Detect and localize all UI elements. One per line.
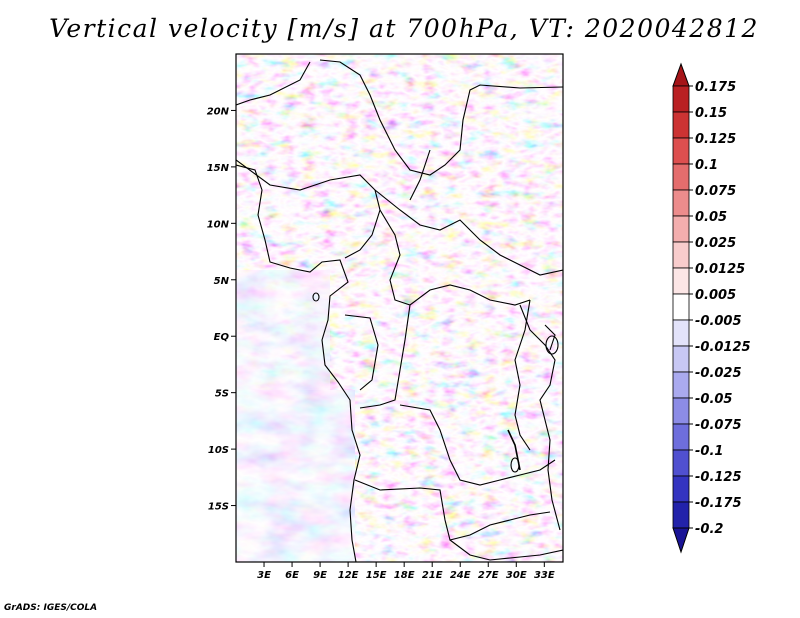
colorbar-swatch xyxy=(672,449,690,477)
lon-tick-label: 12E xyxy=(338,570,359,581)
colorbar: 0.175 0.15 0.125 0.1 0.075 0.05 0.025 0.0125 0.0… xyxy=(672,62,751,554)
colorbar-label: 0.175 xyxy=(695,80,736,95)
colorbar-bottom-arrow xyxy=(672,527,690,554)
lon-tick-label: 3E xyxy=(257,570,271,581)
lat-tick-label: 10N xyxy=(207,219,230,230)
colorbar-swatch xyxy=(672,215,690,243)
lon-tick-label: 30E xyxy=(506,570,527,581)
lon-tick-label: 24E xyxy=(450,570,471,581)
colorbar-swatch xyxy=(672,189,690,217)
colorbar-label: -0.025 xyxy=(695,366,742,381)
colorbar-label: 0.1 xyxy=(695,158,718,173)
colorbar-label: 0.005 xyxy=(695,288,736,303)
coastlines xyxy=(236,59,563,562)
lon-tick-label: 33E xyxy=(534,570,555,581)
map-title: Vertical velocity [m/s] at 700hPa, VT: 2… xyxy=(49,14,759,43)
colorbar-swatch xyxy=(672,319,690,347)
colorbar-top-arrow xyxy=(672,62,690,87)
colorbar-swatch xyxy=(672,137,690,165)
plot-frame xyxy=(235,53,564,563)
lat-tick-label: 20N xyxy=(207,106,230,117)
colorbar-swatch xyxy=(672,423,690,451)
lat-tick-label: 10S xyxy=(208,445,229,456)
lat-tick-label: EQ xyxy=(214,332,230,343)
lon-tick-label: 18E xyxy=(394,570,415,581)
colorbar-label: 0.05 xyxy=(695,210,727,225)
colorbar-swatch xyxy=(672,501,690,529)
colorbar-swatch xyxy=(672,163,690,191)
colorbar-label: -0.125 xyxy=(695,470,742,485)
colorbar-label: 0.15 xyxy=(695,106,727,121)
colorbar-label: 0.0125 xyxy=(695,262,745,277)
colorbar-label: -0.05 xyxy=(695,392,732,407)
lon-tick-label: 6E xyxy=(285,570,299,581)
colorbar-swatch xyxy=(672,267,690,295)
grads-credit: GrADS: IGES/COLA xyxy=(4,603,98,613)
colorbar-swatch xyxy=(672,241,690,269)
lon-tick-label: 9E xyxy=(313,570,327,581)
colorbar-label: 0.025 xyxy=(695,236,736,251)
longitude-axis: 3E 6E 9E 12E 15E 18E 21E 24E 27E 30E 33E xyxy=(257,562,555,581)
colorbar-swatch xyxy=(672,111,690,139)
lon-tick-label: 21E xyxy=(422,570,443,581)
colorbar-swatch xyxy=(672,371,690,399)
colorbar-swatch xyxy=(672,345,690,373)
colorbar-label: -0.005 xyxy=(695,314,742,329)
lat-tick-label: 15S xyxy=(208,502,229,513)
colorbar-swatch xyxy=(672,293,690,321)
latitude-axis: 20N 15N 10N 5N EQ 5S 10S 15S xyxy=(207,106,236,513)
colorbar-label: 0.125 xyxy=(695,132,736,147)
colorbar-swatch xyxy=(672,397,690,425)
lat-tick-label: 5S xyxy=(215,389,229,400)
lon-tick-label: 27E xyxy=(478,570,499,581)
velocity-field xyxy=(236,54,563,562)
lat-tick-label: 5N xyxy=(214,276,230,287)
colorbar-swatch xyxy=(672,85,690,113)
colorbar-label: 0.075 xyxy=(695,184,736,199)
colorbar-label: -0.0125 xyxy=(695,340,751,355)
lat-tick-label: 15N xyxy=(207,163,230,174)
colorbar-label: -0.2 xyxy=(695,522,723,537)
colorbar-label: -0.075 xyxy=(695,418,742,433)
colorbar-label: -0.1 xyxy=(695,444,723,459)
lon-tick-label: 15E xyxy=(366,570,387,581)
colorbar-label: -0.175 xyxy=(695,496,742,511)
colorbar-swatch xyxy=(672,475,690,503)
